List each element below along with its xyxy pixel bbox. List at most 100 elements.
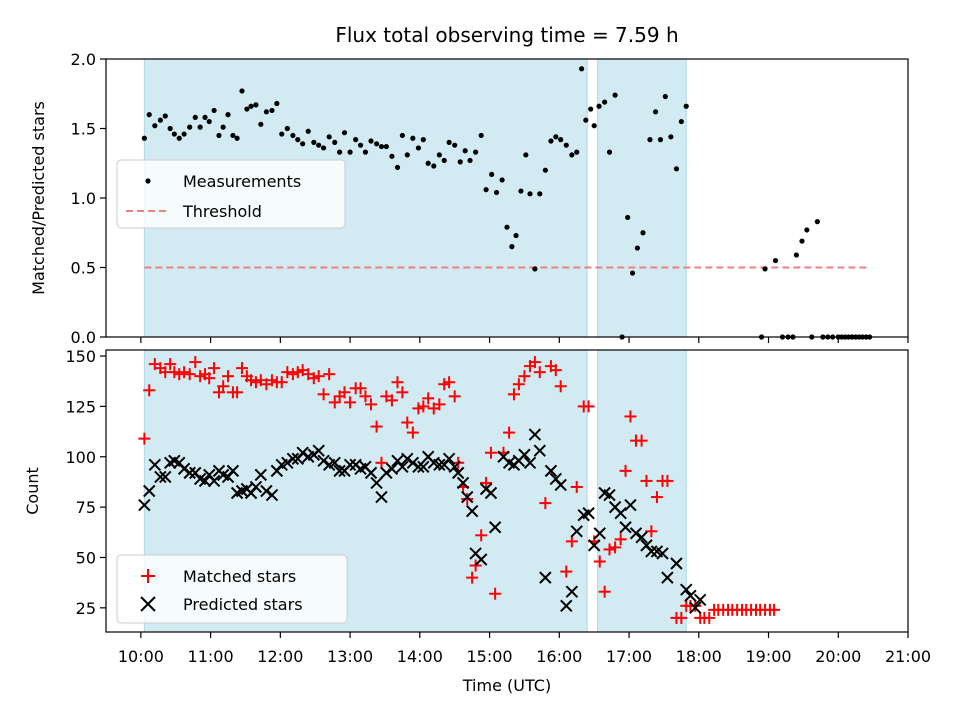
- predicted-star-point-b: [421, 450, 435, 463]
- matched-star-point: [317, 388, 330, 401]
- predicted-star-point-b: [565, 585, 579, 598]
- predicted-star-point-b: [412, 460, 425, 474]
- measurement-point: [389, 153, 395, 159]
- predicted-star-point: [265, 488, 279, 502]
- predicted-star-point-b: [343, 458, 357, 472]
- predicted-star-point: [286, 452, 300, 465]
- predicted-star-point-b: [523, 456, 537, 470]
- ratio-y-axis-label: Matched/Predicted stars: [29, 101, 48, 295]
- matched-star-point: [235, 362, 248, 375]
- predicted-star-point: [689, 601, 702, 615]
- measurement-point: [373, 141, 380, 147]
- count-x-tick-label: 17:00: [606, 647, 652, 666]
- predicted-star-point-b: [380, 466, 393, 480]
- predicted-star-point-b: [619, 521, 632, 534]
- predicted-star-point: [328, 456, 341, 470]
- predicted-star-point-b: [587, 539, 601, 552]
- matched-star-point: [396, 386, 409, 399]
- measurement-point: [341, 130, 348, 136]
- predicted-star-point-b: [286, 452, 300, 465]
- matched-star-point: [554, 380, 567, 393]
- predicted-star-point: [226, 464, 240, 478]
- predicted-star-point: [693, 593, 707, 606]
- measurement-point: [662, 93, 668, 100]
- predicted-star-point-b: [159, 470, 172, 484]
- predicted-star-point-b: [497, 450, 510, 463]
- matched-star-point: [417, 400, 430, 413]
- measurement-point: [357, 142, 364, 148]
- predicted-star-point: [343, 458, 357, 472]
- measurement-point: [537, 191, 543, 197]
- matched-star-point: [598, 585, 611, 598]
- measurement-point: [162, 113, 168, 119]
- predicted-star-point-b: [661, 571, 674, 584]
- measurement-point: [446, 139, 452, 145]
- predicted-star-point: [177, 462, 191, 476]
- measurement-point: [284, 125, 290, 132]
- predicted-star-point-b: [333, 464, 346, 478]
- measurement-point: [326, 134, 332, 140]
- measurement-point: [248, 103, 254, 109]
- measurement-point: [157, 117, 163, 123]
- predicted-star-point: [614, 506, 627, 520]
- predicted-star-point-b: [684, 589, 697, 602]
- measurement-point: [269, 107, 275, 114]
- measurement-point: [316, 142, 322, 148]
- predicted-star-point-b: [138, 498, 151, 512]
- count-shaded-interval-2: [597, 349, 687, 633]
- count-x-tick-label: 18:00: [676, 647, 722, 666]
- predicted-star-point-b: [249, 480, 263, 494]
- predicted-star-point: [461, 490, 474, 504]
- count-x-tick-label: 10:00: [118, 647, 164, 666]
- legend-predicted-marker: [140, 596, 156, 612]
- ratio-x-ticks: [140, 337, 909, 343]
- predicted-star-point-b: [328, 456, 341, 470]
- legend-measurements-label: Measurements: [183, 172, 301, 191]
- measurement-point: [762, 266, 768, 272]
- predicted-star-point-b: [624, 498, 637, 512]
- measurement-point: [772, 257, 779, 264]
- predicted-star-point: [396, 460, 409, 474]
- matched-star-point: [443, 376, 456, 389]
- predicted-star-point-b: [359, 460, 372, 474]
- predicted-star-point-b: [265, 488, 279, 502]
- measurement-point: [225, 112, 231, 118]
- predicted-star-point: [488, 521, 502, 534]
- matched-star-point: [703, 611, 716, 624]
- predicted-star-point: [629, 527, 643, 540]
- predicted-star-point: [544, 464, 558, 478]
- predicted-star-point-b: [484, 486, 498, 500]
- matched-star-point: [528, 356, 541, 369]
- count-x-ticks: 10:00 11:00 12:00 13:00 14:00 15:00 16:00 17:00…: [118, 632, 931, 666]
- matched-star-point: [183, 368, 196, 381]
- measurement-point: [489, 171, 495, 177]
- ratio-y-ticks: 0.0 0.5 1.0 1.5 2.0: [71, 50, 106, 347]
- predicted-star-point-b: [502, 456, 516, 470]
- predicted-star-point: [554, 478, 567, 492]
- predicted-star-point-b: [396, 460, 409, 474]
- matched-star-point: [466, 571, 479, 584]
- matched-star-point: [560, 565, 573, 578]
- predicted-star-point-b: [656, 547, 669, 560]
- measurement-point: [295, 137, 301, 143]
- predicted-star-point-b: [670, 557, 683, 570]
- count-y-tick-label: 75: [76, 498, 96, 517]
- count-y-ticks: 25 50 75 100 125 150: [65, 347, 106, 618]
- predicted-star-point-b: [317, 454, 330, 467]
- predicted-star-point-b: [629, 527, 643, 540]
- matched-star-point: [312, 370, 325, 383]
- measurement-point: [171, 131, 177, 137]
- measurement-point: [483, 187, 489, 193]
- predicted-star-point: [417, 460, 430, 474]
- measurement-point: [523, 152, 529, 158]
- matched-star-point: [640, 474, 653, 487]
- predicted-star-point-b: [312, 444, 325, 457]
- matched-star-point: [475, 529, 488, 542]
- count-x-tick-label: 15:00: [467, 647, 513, 666]
- measurement-point: [583, 117, 589, 123]
- measurement-point: [588, 106, 594, 112]
- matched-star-point: [208, 362, 221, 375]
- predicted-star-point: [593, 527, 606, 540]
- measurement-point: [347, 149, 353, 155]
- measurement-point: [404, 152, 410, 158]
